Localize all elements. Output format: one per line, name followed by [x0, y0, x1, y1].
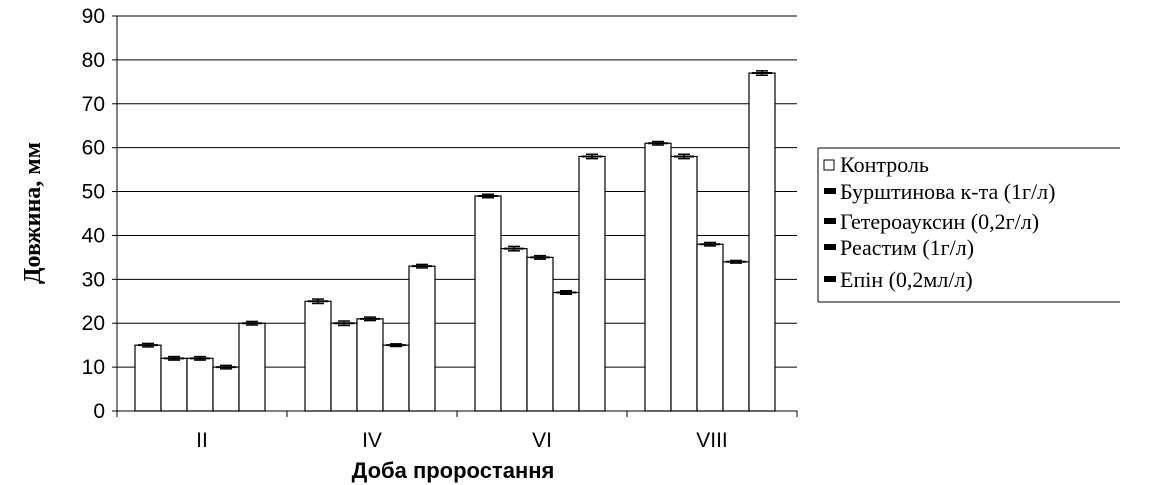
- bar: [238, 322, 266, 412]
- x-axis-title: Доба проростання: [352, 458, 555, 483]
- legend-marker: [824, 244, 836, 250]
- x-tick-label: VIII: [696, 429, 728, 452]
- gridlines: [117, 15, 797, 368]
- bar: [526, 256, 554, 412]
- x-axis: II IV VI VIII: [116, 16, 798, 452]
- bar: [160, 357, 188, 412]
- y-tick-label: 80: [82, 49, 105, 72]
- bar: [134, 344, 162, 412]
- y-tick-label: 70: [82, 93, 105, 116]
- bar: [644, 142, 672, 412]
- legend-label: Епін (0,2мл/л): [840, 267, 973, 292]
- y-tick-label: 90: [82, 5, 105, 28]
- legend-label: Бурштинова к-та (1г/л): [840, 179, 1055, 204]
- bar: [356, 318, 384, 412]
- bar: [722, 261, 750, 412]
- legend-marker: [824, 188, 836, 194]
- y-axis-ticks: 0 10 20 30 40 50 60 70 80 90: [82, 5, 117, 423]
- y-tick-label: 30: [82, 268, 105, 291]
- legend-marker: [824, 218, 836, 224]
- y-tick-label: 10: [82, 356, 105, 379]
- legend-marker: [824, 276, 836, 282]
- y-tick-label: 20: [82, 312, 105, 335]
- y-tick-label: 40: [82, 224, 105, 247]
- y-tick-label: 50: [82, 181, 105, 204]
- bar: [552, 291, 580, 412]
- bar: [330, 322, 358, 412]
- legend-label: Реастим (1г/л): [840, 235, 974, 260]
- bar: [670, 155, 698, 412]
- bar: [186, 357, 214, 412]
- bars: [134, 70, 776, 412]
- x-tick-label: IV: [362, 429, 382, 452]
- bar: [304, 300, 332, 412]
- y-axis-title: Довжина, мм: [20, 142, 46, 284]
- bar: [212, 366, 240, 412]
- bar: [578, 155, 606, 412]
- x-tick-label: VI: [532, 429, 552, 452]
- legend-label: Гетероауксин (0,2г/л): [840, 209, 1039, 234]
- bar: [748, 72, 776, 412]
- bar: [382, 344, 410, 412]
- bar: [474, 195, 502, 412]
- legend-marker: [823, 159, 835, 171]
- bar: [696, 243, 724, 412]
- bar: [408, 265, 436, 412]
- y-tick-label: 0: [93, 400, 105, 423]
- x-tick-label: II: [196, 429, 208, 452]
- bar: [500, 248, 528, 412]
- legend-label: Контроль: [840, 152, 929, 177]
- y-tick-label: 60: [82, 137, 105, 160]
